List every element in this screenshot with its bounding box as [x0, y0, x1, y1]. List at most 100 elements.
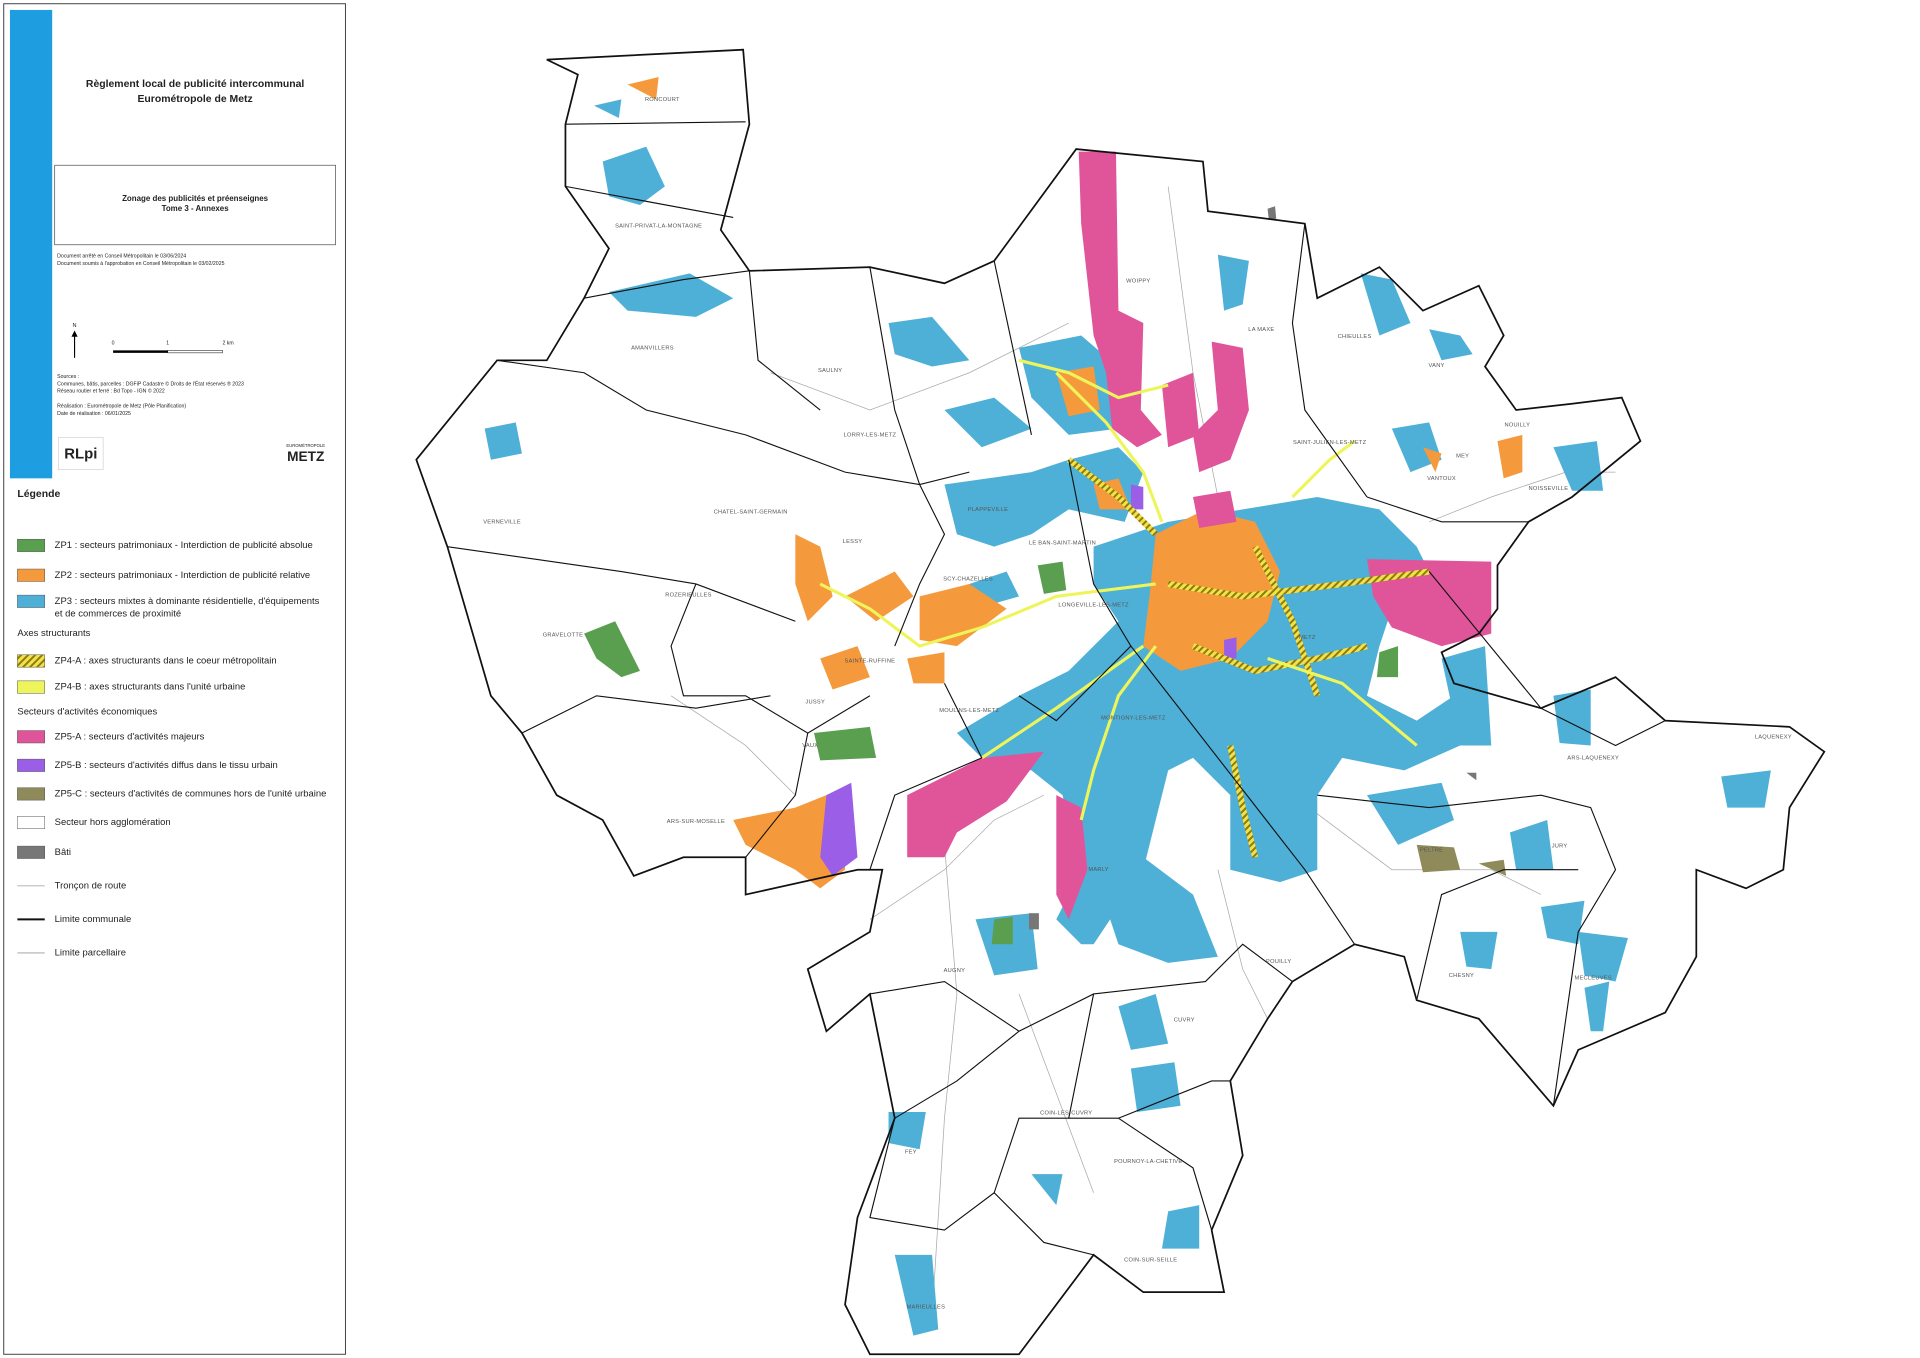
legend-swatch	[17, 594, 45, 608]
commune-label: WOIPPY	[1126, 278, 1150, 284]
commune-boundary	[745, 732, 809, 858]
zone	[584, 621, 640, 678]
metz-logo-caption: EUROMÉTROPOLE	[286, 443, 325, 448]
commune-label: POUILLY	[1266, 959, 1291, 965]
zone	[1360, 273, 1411, 336]
north-arrow-head	[71, 330, 78, 337]
zone	[991, 916, 1013, 945]
side-panel	[3, 3, 346, 1355]
commune-boundary	[670, 583, 871, 734]
zone	[594, 99, 622, 119]
commune-label: SAINT-JULIEN-LES-METZ	[1293, 440, 1367, 446]
legend-label: ZP5-C : secteurs d'activités de communes…	[55, 788, 327, 799]
commune-label: METZ	[1299, 635, 1316, 641]
title-line: Eurométropole de Metz	[137, 94, 252, 105]
road	[1217, 869, 1268, 1019]
commune-label: COIN-LES-CUVRY	[1040, 1111, 1092, 1117]
commune-boundary	[869, 1118, 1094, 1256]
zone	[1093, 857, 1218, 963]
commune-label: JURY	[1552, 844, 1568, 850]
commune-boundary	[447, 546, 796, 622]
commune-label: VAUX	[802, 743, 818, 749]
zone	[907, 652, 945, 684]
scale-segment	[167, 350, 223, 354]
commune-label: CHATEL-SAINT-GERMAIN	[714, 509, 788, 515]
commune-label: CHIEULLES	[1338, 334, 1372, 340]
commune-label: MONTIGNY-LES-METZ	[1101, 716, 1166, 722]
commune-boundary	[1118, 1117, 1213, 1231]
legend-label: et de commerces de proximité	[55, 608, 181, 619]
zone	[1584, 981, 1610, 1032]
zone	[1031, 1174, 1063, 1206]
source-line: Réseau routier et ferré : Bd Topo - IGN …	[57, 388, 165, 395]
road	[869, 794, 1045, 920]
source-line: Sources :	[57, 374, 79, 380]
legend-label: Bâti	[55, 847, 71, 858]
legend-swatch	[17, 816, 45, 829]
note: Document soumis à l'approbation en Conse…	[57, 261, 224, 267]
axis-zp4b	[1018, 358, 1169, 400]
legend-label: Limite communale	[55, 914, 132, 925]
commune-label: CUVRY	[1174, 1018, 1195, 1024]
zone	[1118, 993, 1169, 1050]
zone	[1267, 206, 1277, 220]
zone	[1429, 329, 1473, 361]
zone	[1497, 434, 1523, 479]
zone	[1460, 931, 1498, 970]
commune-label: LONGEVILLE-LES-METZ	[1058, 603, 1129, 609]
zone	[1224, 637, 1237, 659]
axis-zp4b	[1079, 645, 1157, 821]
map: RONCOURT SAINT-PRIVAT-LA-MONTAGNE AMANVILL…	[415, 48, 1826, 1356]
legend-label: ZP1 : secteurs patrimoniaux - Interdicti…	[55, 540, 313, 551]
zone	[944, 397, 1032, 448]
commune-label: MARLY	[1088, 867, 1108, 873]
commune-boundary	[1317, 794, 1617, 1106]
subtitle-line: Zonage des publicités et préenseignes	[122, 194, 269, 203]
zone	[1366, 559, 1492, 647]
blue-band	[9, 9, 53, 479]
commune-label: LE BAN-SAINT-MARTIN	[1029, 540, 1096, 546]
zone	[820, 782, 858, 876]
axis-zp4b	[1055, 371, 1164, 523]
commune-label: SCY-CHAZELLES	[943, 576, 993, 582]
north-label: N	[73, 323, 77, 329]
zone	[845, 571, 914, 622]
zone	[1056, 795, 1088, 920]
commune-label: LORRY-LES-METZ	[844, 432, 897, 438]
legend-label: ZP5-B : secteurs d'activités diffus dans…	[55, 760, 278, 771]
zone	[1161, 372, 1200, 448]
commune-boundary	[894, 484, 946, 647]
zone	[1553, 689, 1591, 746]
commune-label: ARS-LAQUENEXY	[1567, 755, 1619, 761]
commune-label: MEY	[1456, 453, 1469, 459]
zone	[1193, 490, 1237, 529]
zone	[1578, 931, 1628, 982]
legend-label: ZP3 : secteurs mixtes à dominante réside…	[55, 596, 320, 607]
commune-label: COIN-SUR-SEILLE	[1124, 1257, 1177, 1263]
zone	[608, 273, 734, 317]
zone	[1130, 1062, 1181, 1112]
commune-label: PLAPPEVILLE	[968, 507, 1008, 513]
zone	[1193, 341, 1249, 473]
commune-label: LAQUENEXY	[1755, 734, 1792, 740]
commune-label: LESSY	[843, 539, 863, 545]
commune-boundary	[565, 185, 734, 218]
zone	[484, 422, 522, 460]
legend-swatch	[17, 787, 45, 801]
axis-zp4a	[1066, 457, 1158, 537]
commune-label: CHESNY	[1449, 973, 1474, 979]
zone	[733, 795, 846, 889]
scale-label: 2 km	[222, 340, 233, 346]
source-line: Date de réalisation : 06/01/2025	[57, 411, 131, 417]
commune-label: SAINT-PRIVAT-LA-MONTAGNE	[615, 224, 702, 230]
commune-label: JUSSY	[805, 700, 825, 706]
commune-label: POURNOY-LA-CHETIVE	[1114, 1159, 1182, 1165]
commune-label: FEY	[905, 1149, 917, 1155]
legend-swatch	[17, 845, 45, 859]
scale-label: 1	[166, 340, 169, 346]
legend-label: ZP2 : secteurs patrimoniaux - Interdicti…	[55, 570, 310, 581]
axis-zp4a	[1227, 744, 1259, 859]
subtitle-box	[54, 164, 336, 246]
